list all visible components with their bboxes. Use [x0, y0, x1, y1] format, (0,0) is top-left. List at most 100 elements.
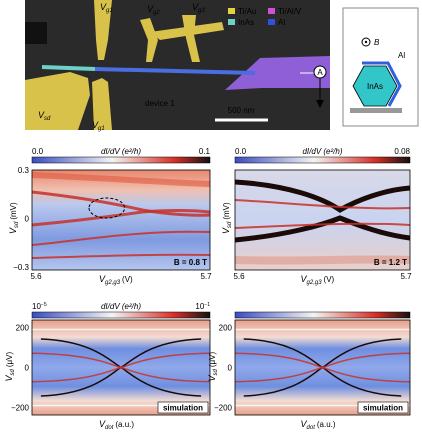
field-dot: [364, 40, 368, 44]
map-feature: [89, 198, 125, 218]
legend-swatch: [268, 8, 275, 14]
colorbar: [234, 311, 411, 319]
tag-box: [157, 401, 209, 414]
substrate: [350, 108, 402, 113]
label-sub: g1: [98, 126, 105, 132]
y-tick-label: −200: [11, 403, 30, 412]
label-main: V: [8, 227, 18, 234]
map-feature: [32, 175, 210, 184]
colorbar-max: 10−1: [195, 302, 210, 311]
y-tick-label: 0: [25, 364, 30, 373]
legend-swatch: [228, 19, 235, 25]
core-label: InAs: [367, 82, 383, 91]
device-label: device 1: [145, 99, 175, 108]
field-value: B = 1.2 T: [374, 258, 407, 267]
map-feature: [32, 255, 210, 258]
map-frame: [31, 319, 211, 416]
power-exp: −5: [41, 302, 47, 308]
colorbar-label: dI/dV (e²/h): [302, 147, 342, 156]
label-unit: (μV): [208, 352, 217, 368]
label-main: V: [207, 375, 217, 382]
map-feature: [32, 232, 210, 245]
power-base: 10: [32, 302, 41, 311]
gate-label: Vg3: [192, 2, 205, 14]
label-sub: g2: [153, 10, 160, 16]
label-main: V: [99, 419, 106, 429]
color-map: [235, 320, 410, 415]
label-sub: g2,g3: [307, 280, 323, 286]
scale-label: 500 nm: [228, 106, 255, 115]
y-tick-label: 200: [16, 324, 30, 333]
nanowire-cross-section: [352, 65, 398, 107]
label-sub: g2,g3: [105, 280, 121, 286]
source-lead: [25, 72, 90, 130]
color-map: [32, 170, 210, 270]
legend-entry: Al: [278, 18, 285, 27]
map-feature: [32, 368, 210, 382]
drain-lead: [225, 56, 330, 90]
map-feature: [32, 192, 210, 215]
colorbar: [31, 156, 211, 164]
field-value: B = 0.8 T: [174, 258, 207, 267]
gate-g1-top: [94, 0, 112, 60]
label-main: V: [4, 375, 14, 382]
map-feature: [32, 211, 210, 226]
y-tick-label: −0.3: [13, 263, 29, 272]
field-symbol: [361, 37, 371, 47]
x-tick-label: 5.7: [200, 272, 212, 281]
label-unit: (a.u.): [115, 420, 134, 429]
legend-swatch: [228, 8, 235, 14]
colorbar-max: 0.08: [394, 147, 410, 156]
gate-label: Vg2: [147, 4, 160, 16]
map-feature: [235, 259, 410, 260]
x-axis-label: Vdot (a.u.): [301, 419, 336, 431]
y-tick-label: 0: [228, 364, 233, 373]
colorbar: [31, 311, 211, 319]
map-feature: [235, 224, 410, 228]
map-background: [32, 170, 210, 270]
label-main: V: [100, 2, 107, 12]
map-frame: [31, 169, 211, 271]
label-main: V: [92, 120, 99, 130]
power-base: 10: [195, 302, 204, 311]
colorbar-max: 0.1: [199, 147, 211, 156]
y-axis-label: Vsd(μV): [207, 352, 219, 382]
label-sub: sd: [213, 368, 219, 375]
color-map: [235, 170, 410, 270]
label-sub: sd: [10, 368, 16, 375]
label-main: V: [147, 4, 154, 14]
label-sub: dot: [307, 425, 316, 431]
colorbar-min: 0.0: [235, 147, 247, 156]
x-axis-label: Vdot (a.u.): [99, 419, 134, 431]
label-sub: g3: [198, 8, 205, 14]
colorbar-label: dI/dV (e²/h): [101, 302, 141, 311]
sd-label: Vsd: [38, 110, 51, 122]
y-axis-label: Vsd(μV): [4, 352, 16, 382]
label-main: V: [99, 274, 106, 284]
label-sub: sd: [227, 221, 233, 228]
legend-entry: Ti/Au: [238, 7, 256, 16]
map-frame: [234, 319, 411, 416]
y-axis-label: Vsd(mV): [8, 202, 20, 234]
map-feature: [235, 182, 410, 210]
colorbar-label: dI/dV (e²/h): [101, 147, 141, 156]
label-unit: (μV): [5, 352, 14, 368]
label-unit: (a.u.): [317, 420, 336, 429]
map-feature: [235, 218, 410, 240]
label-main: V: [221, 227, 231, 234]
gate-label: Vg1: [92, 120, 105, 132]
inset: [342, 7, 419, 127]
x-tick-label: 5.6: [30, 272, 42, 281]
shell-label: Al: [398, 51, 405, 60]
gate-g3: [182, 15, 200, 62]
y-axis-label: Vsd(mV): [221, 202, 233, 234]
map-frame: [234, 169, 411, 271]
power-exp: −1: [204, 302, 210, 308]
nanowire-al: [94, 67, 256, 75]
x-tick-label: 5.7: [400, 272, 412, 281]
map-feature: [235, 200, 410, 208]
label-sub: sd: [44, 116, 51, 122]
color-map: [32, 320, 210, 415]
label-main: V: [38, 110, 45, 120]
